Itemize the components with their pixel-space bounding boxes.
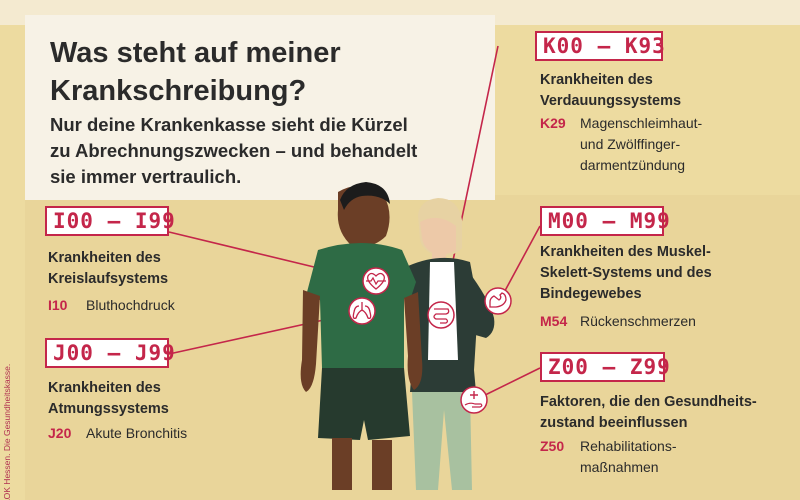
code-badge-i: I00 – I99	[45, 206, 175, 236]
example-text: Bluthochdruck	[86, 297, 175, 313]
example-text: Akute Bronchitis	[86, 425, 188, 441]
subtitle-line-3: sie immer vertraulich.	[50, 166, 242, 187]
example-text-line: Rehabilitations-	[580, 438, 677, 454]
group-heading-i: Krankheiten des Kreislaufsystems	[48, 248, 168, 290]
subtitle-line-2: zu Abrechnungszwecken – und behandelt	[50, 140, 418, 161]
example-code: J20	[48, 425, 72, 441]
heading-line: zustand beeinflussen	[540, 415, 688, 431]
title-line-2: Krankschreibung?	[50, 75, 307, 107]
example-text-line: Magenschleimhaut-	[580, 115, 703, 131]
heading-line: Atmungssystems	[48, 401, 169, 417]
subtitle-line-1: Nur deine Krankenkasse sieht die Kürzel	[50, 114, 408, 135]
example-entry-k: K29 Magenschleimhaut-und Zwölffinger-darm…	[540, 113, 702, 176]
group-heading-z: Faktoren, die den Gesundheits- zustand b…	[540, 392, 757, 434]
group-heading-j: Krankheiten des Atmungssystems	[48, 378, 169, 420]
heart-pulse-icon	[362, 267, 390, 295]
intestine-icon	[427, 301, 455, 329]
code-badge-k: K00 – K93	[535, 31, 665, 61]
example-code: I10	[48, 297, 68, 313]
example-entry-m: M54 Rückenschmerzen	[540, 311, 696, 332]
heading-line: Krankheiten des	[48, 250, 161, 266]
example-entry-z: Z50 Rehabilitations-maßnahmen	[540, 436, 677, 478]
example-text: Magenschleimhaut-und Zwölffinger-darment…	[580, 113, 702, 176]
code-badge-j: J00 – J99	[45, 338, 175, 368]
title-panel	[25, 15, 495, 200]
example-code: Z50	[540, 438, 565, 454]
example-entry-i: I10 Bluthochdruck	[48, 295, 175, 316]
title-line-1: Was steht auf meiner	[50, 37, 341, 69]
heading-line: Skelett-Systems und des	[540, 265, 712, 281]
group-heading-k: Krankheiten des Verdauungssystems	[540, 70, 681, 112]
example-text-line: maßnahmen	[580, 459, 659, 475]
heading-line: Bindegewebes	[540, 286, 642, 302]
lungs-icon	[348, 297, 376, 325]
hand-plus-icon	[460, 386, 488, 414]
heading-line: Verdauungssystems	[540, 93, 682, 109]
group-heading-m: Krankheiten des Muskel- Skelett-Systems …	[540, 242, 712, 305]
heading-line: Kreislaufsystems	[48, 271, 169, 287]
example-code: M54	[540, 313, 568, 329]
example-text-line: und Zwölffinger-	[580, 136, 681, 152]
heading-line: Krankheiten des	[540, 72, 653, 88]
credit-text: AOK Hessen. Die Gesundheitskasse.	[2, 363, 12, 500]
heading-line: Krankheiten des Muskel-	[540, 244, 711, 260]
example-text: Rehabilitations-maßnahmen	[580, 436, 677, 478]
code-badge-m: M00 – M99	[540, 206, 670, 236]
code-badge-z: Z00 – Z99	[540, 352, 670, 382]
example-code: K29	[540, 115, 566, 131]
page-title: Was steht auf meiner Krankschreibung?	[50, 34, 480, 110]
flexed-arm-icon	[484, 287, 512, 315]
person-man	[300, 182, 423, 490]
heading-line: Krankheiten des	[48, 380, 161, 396]
connector-line-m	[499, 225, 541, 301]
example-text-line: darmentzündung	[580, 157, 686, 173]
person-woman	[408, 198, 495, 490]
example-entry-j: J20 Akute Bronchitis	[48, 423, 187, 444]
heading-line: Faktoren, die den Gesundheits-	[540, 394, 757, 410]
page-subtitle: Nur deine Krankenkasse sieht die Kürzel …	[50, 112, 470, 190]
example-text: Rückenschmerzen	[580, 313, 696, 329]
